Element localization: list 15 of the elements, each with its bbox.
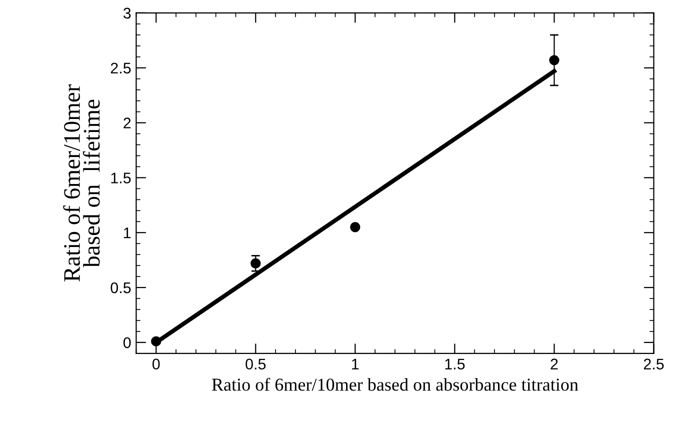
x-tick-label: 2	[550, 358, 558, 370]
y-tick-label: 1.5	[111, 172, 131, 184]
y-tick-label: 3	[123, 8, 131, 19]
y-tick-label: 0.5	[110, 282, 131, 294]
y-axis-title: Ratio of 6mer/10mer based on lifetime	[63, 84, 100, 282]
x-tick-label: 0.5	[246, 358, 266, 370]
y-tick-label: 0	[123, 337, 131, 348]
y-tick-label: 2.5	[110, 62, 131, 74]
y-tick-label: 1	[124, 228, 131, 238]
x-tick-label: 1	[352, 358, 359, 370]
x-tick-label: 1.5	[445, 358, 465, 370]
y-tick-label: 2	[124, 118, 131, 128]
x-tick-label: 2.5	[644, 358, 664, 370]
x-tick-label: 0	[152, 358, 160, 370]
x-axis-title: Ratio of 6mer/10mer based on absorbance titration	[212, 378, 578, 391]
